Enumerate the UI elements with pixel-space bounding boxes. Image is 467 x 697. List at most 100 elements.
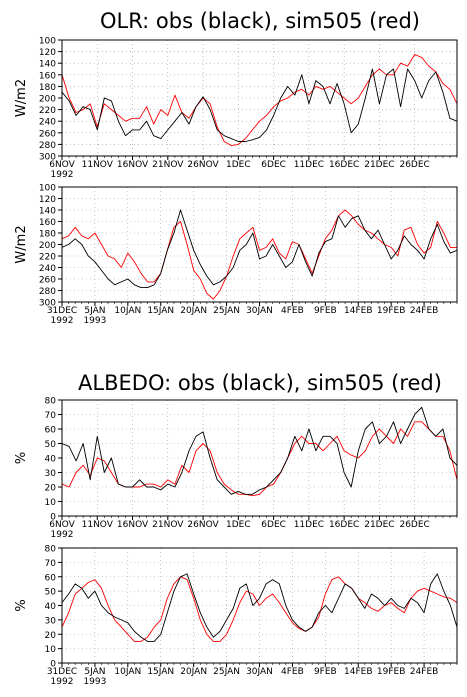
- y-tick-label: 0: [50, 660, 56, 670]
- x-tick-label: 26NOV: [187, 160, 219, 170]
- y-tick-label: 100: [39, 184, 56, 194]
- y-tick-label: 120: [39, 48, 56, 58]
- x-tick-label: 15JAN: [147, 306, 174, 316]
- x-tick-label: 25JAN: [213, 667, 240, 677]
- x-tick-label: 6NOV: [49, 160, 75, 170]
- x-tick-label: 11DEC: [294, 160, 324, 170]
- x-tick-label: 30JAN: [246, 667, 273, 677]
- y-tick-label: 20: [45, 631, 57, 641]
- x-tick-label: 21DEC: [364, 520, 394, 530]
- plot-frame: [61, 399, 458, 517]
- x-tick-label: 16NOV: [117, 520, 149, 530]
- y-axis-label: W/m2: [14, 79, 29, 117]
- x-tick-label: 20JAN: [180, 667, 207, 677]
- x-tick-label: 21DEC: [364, 160, 394, 170]
- y-tick-label: 50: [45, 588, 57, 598]
- x-tick-label: 11DEC: [294, 520, 324, 530]
- x-year-label: 1992: [51, 677, 74, 687]
- y-tick-label: 220: [39, 253, 56, 263]
- x-tick-label: 5JAN: [84, 306, 105, 316]
- x-tick-label: 20JAN: [180, 306, 207, 316]
- y-tick-label: 180: [39, 83, 56, 93]
- x-tick-label: 31DEC: [47, 667, 77, 677]
- x-tick-label: 14FEB: [344, 306, 373, 316]
- x-tick-label: 24FEB: [410, 306, 439, 316]
- y-tick-label: 140: [39, 60, 56, 70]
- y-tick-label: 0: [50, 513, 56, 523]
- x-tick-label: 30JAN: [246, 306, 273, 316]
- x-tick-label: 1DEC: [226, 520, 251, 530]
- y-tick-label: 50: [45, 440, 57, 450]
- series-line-sim505: [62, 209, 457, 300]
- x-tick-label: 26DEC: [399, 520, 429, 530]
- y-tick-label: 140: [39, 207, 56, 217]
- x-tick-label: 6DEC: [261, 520, 286, 530]
- albedo-title: ALBEDO: obs (black), sim505 (red): [78, 371, 442, 395]
- x-tick-label: 6NOV: [49, 520, 75, 530]
- y-tick-label: 100: [39, 37, 56, 47]
- y-tick-label: 200: [39, 95, 56, 105]
- y-tick-label: 40: [45, 455, 57, 465]
- series-line-sim505: [62, 421, 457, 497]
- x-tick-label: 6DEC: [261, 160, 286, 170]
- y-tick-label: 280: [39, 141, 56, 151]
- y-tick-label: 160: [39, 218, 56, 228]
- x-tick-label: 11NOV: [82, 160, 114, 170]
- series-line-obs: [62, 573, 457, 642]
- x-year-label: 1993: [83, 677, 106, 687]
- y-tick-label: 60: [45, 426, 57, 436]
- series-line-obs: [62, 68, 457, 142]
- y-tick-label: 300: [39, 299, 56, 309]
- x-tick-label: 4FEB: [281, 306, 304, 316]
- series-line-obs: [62, 406, 457, 495]
- x-tick-label: 19FEB: [377, 667, 406, 677]
- x-tick-label: 31DEC: [47, 306, 77, 316]
- y-tick-label: 60: [45, 573, 57, 583]
- y-axis-label: W/m2: [14, 225, 29, 263]
- y-tick-label: 80: [45, 397, 57, 407]
- x-tick-label: 4FEB: [281, 667, 304, 677]
- y-tick-label: 180: [39, 230, 56, 240]
- x-tick-label: 24FEB: [410, 667, 439, 677]
- y-axis-label: %: [14, 452, 29, 464]
- x-tick-label: 10JAN: [114, 306, 141, 316]
- x-tick-label: 16NOV: [117, 160, 149, 170]
- y-tick-label: 200: [39, 241, 56, 251]
- y-tick-label: 240: [39, 264, 56, 274]
- x-tick-label: 19FEB: [377, 306, 406, 316]
- x-tick-label: 15JAN: [147, 667, 174, 677]
- x-tick-label: 25JAN: [213, 306, 240, 316]
- x-tick-label: 1DEC: [226, 160, 251, 170]
- y-tick-label: 20: [45, 484, 57, 494]
- albedo-nov-dec-chart: 0 10 20 30 40 50 60 70 80 6NOV 11NOV 16NOV 21NOV 26NO…: [14, 397, 458, 540]
- y-tick-label: 40: [45, 602, 57, 612]
- plot-frame: [61, 547, 458, 664]
- x-tick-label: 11NOV: [82, 520, 114, 530]
- x-tick-label: 10JAN: [114, 667, 141, 677]
- x-tick-label: 14FEB: [344, 667, 373, 677]
- albedo-jan-feb-chart: 0 10 20 30 40 50 60 70 80 31DEC 5JAN 10JAN 15JAN 20JA…: [14, 545, 458, 687]
- y-tick-label: 220: [39, 106, 56, 116]
- y-axis-label: %: [14, 599, 29, 611]
- y-tick-label: 120: [39, 195, 56, 205]
- x-tick-label: 16DEC: [329, 160, 359, 170]
- y-tick-label: 240: [39, 118, 56, 128]
- plot-frame: [61, 186, 458, 303]
- x-tick-label: 9FEB: [314, 306, 337, 316]
- y-tick-label: 10: [45, 498, 57, 508]
- y-tick-label: 70: [45, 559, 57, 569]
- x-tick-label: 21NOV: [152, 520, 184, 530]
- series-line-sim505: [62, 576, 457, 642]
- y-tick-label: 280: [39, 287, 56, 297]
- y-tick-label: 70: [45, 411, 57, 421]
- x-tick-label: 16DEC: [329, 520, 359, 530]
- y-tick-label: 30: [45, 616, 57, 626]
- x-tick-label: 26DEC: [399, 160, 429, 170]
- x-tick-label: 5JAN: [84, 667, 105, 677]
- series-line-obs: [62, 209, 457, 289]
- y-tick-label: 300: [39, 153, 56, 163]
- series-line-sim505: [62, 54, 457, 147]
- y-tick-label: 160: [39, 71, 56, 81]
